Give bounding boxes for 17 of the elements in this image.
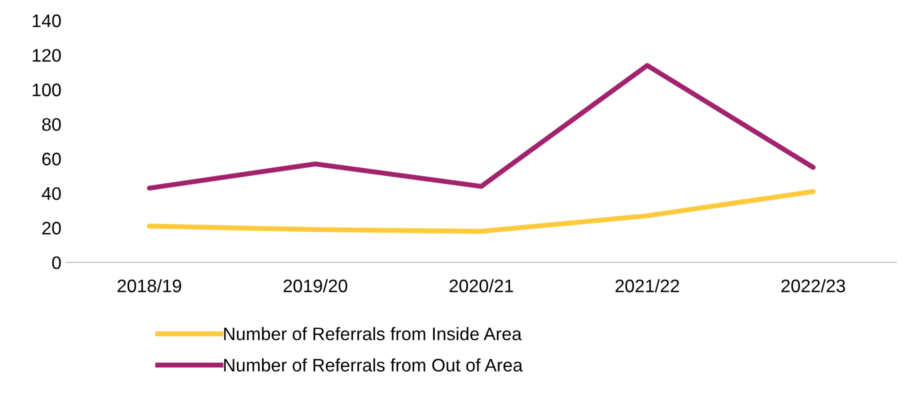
x-tick-label: 2020/21 (450, 279, 514, 292)
line-series (146, 189, 816, 234)
line-series (146, 62, 816, 191)
y-tick-label: 20 (42, 222, 61, 235)
y-tick-label: 140 (32, 14, 61, 28)
y-tick-label: 0 (52, 256, 61, 270)
legend-label: Number of Referrals from Inside Area (224, 327, 522, 340)
y-tick-label: 40 (42, 187, 61, 200)
legend-label: Number of Referrals from Out of Area (224, 358, 523, 372)
x-tick-label: 2018/19 (118, 279, 182, 292)
y-tick-label: 120 (32, 48, 61, 62)
y-tick-label: 80 (42, 118, 61, 131)
x-tick-label: 2022/23 (781, 279, 846, 292)
x-tick-label: 2021/22 (616, 279, 679, 292)
y-tick-label: 100 (32, 84, 61, 96)
y-tick-label: 60 (42, 152, 61, 166)
x-tick-label: 2019/20 (284, 279, 348, 292)
